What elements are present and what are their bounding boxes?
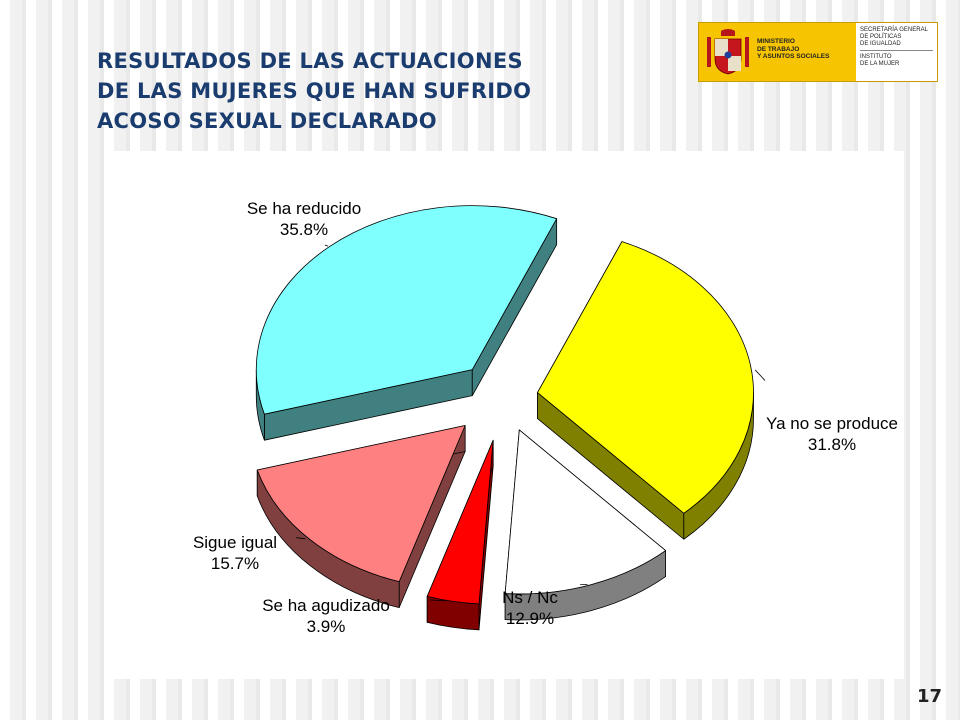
label-se-ha-agudizado: Se ha agudizado [262, 596, 390, 615]
leader-line-sigue-igual [296, 537, 306, 540]
slice-se-ha-reducido [255, 205, 558, 441]
coat-of-arms-icon [707, 29, 749, 75]
leader-line-se-ha-reducido [324, 244, 329, 247]
slice-se-ha-agudizado [426, 439, 494, 631]
logo-secretaria-panel: SECRETARÍA GENERAL DE POLÍTICAS DE IGUAL… [856, 23, 937, 81]
label-sigue-igual: Sigue igual [193, 533, 277, 552]
value-label-ns-nc: 12.9% [506, 609, 554, 628]
instituto-name: INSTITUTO DE LA MUJER [860, 54, 900, 67]
slice-top-ya-no-se-produce [537, 241, 754, 514]
slice-top-ns-nc [504, 429, 667, 595]
pie-chart-area: Ya no se produce 31.8% Ns / Nc 12.9% Se ha a… [104, 151, 904, 679]
leader-line-se-ha-agudizado [429, 599, 446, 602]
value-label-sigue-igual: 15.7% [211, 554, 259, 573]
slice-top-se-ha-agudizado [426, 439, 494, 605]
label-ns-nc: Ns / Nc [502, 588, 558, 607]
slide-title: RESULTADOS DE LAS ACTUACIONES DE LAS MUJ… [97, 49, 532, 133]
slice-sigue-igual [256, 425, 466, 609]
label-ya-no-se-produce: Ya no se produce [766, 414, 898, 433]
pie-chart: Ya no se produce 31.8% Ns / Nc 12.9% Se ha a… [193, 199, 898, 636]
logo-ministry-panel: MINISTERIO DE TRABAJO Y ASUNTOS SOCIALES [699, 23, 856, 81]
ministry-name: MINISTERIO DE TRABAJO Y ASUNTOS SOCIALES [757, 38, 830, 60]
slice-top-se-ha-reducido [255, 205, 558, 415]
value-label-se-ha-agudizado: 3.9% [307, 617, 346, 636]
slice-top-sigue-igual [256, 425, 466, 583]
page-number: 17 [916, 686, 942, 707]
slice-ya-no-se-produce [537, 241, 754, 540]
leader-line-ya-no-se-produce [754, 369, 766, 381]
ministry-logo: MINISTERIO DE TRABAJO Y ASUNTOS SOCIALES… [698, 22, 938, 82]
logo-divider [860, 50, 933, 51]
value-label-ya-no-se-produce: 31.8% [808, 435, 856, 454]
slice-ns-nc [504, 429, 667, 621]
secretaria-name: SECRETARÍA GENERAL DE POLÍTICAS DE IGUAL… [860, 27, 928, 47]
value-label-se-ha-reducido: 35.8% [280, 220, 328, 239]
label-se-ha-reducido: Se ha reducido [247, 199, 361, 218]
